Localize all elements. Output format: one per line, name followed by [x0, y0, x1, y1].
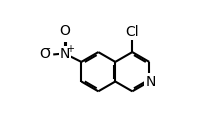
Text: +: +: [66, 44, 73, 55]
Text: O: O: [60, 24, 71, 38]
Text: Cl: Cl: [125, 25, 138, 39]
Text: −: −: [43, 44, 51, 54]
Text: N: N: [60, 47, 70, 61]
Text: N: N: [145, 75, 156, 88]
Text: O: O: [39, 47, 50, 61]
